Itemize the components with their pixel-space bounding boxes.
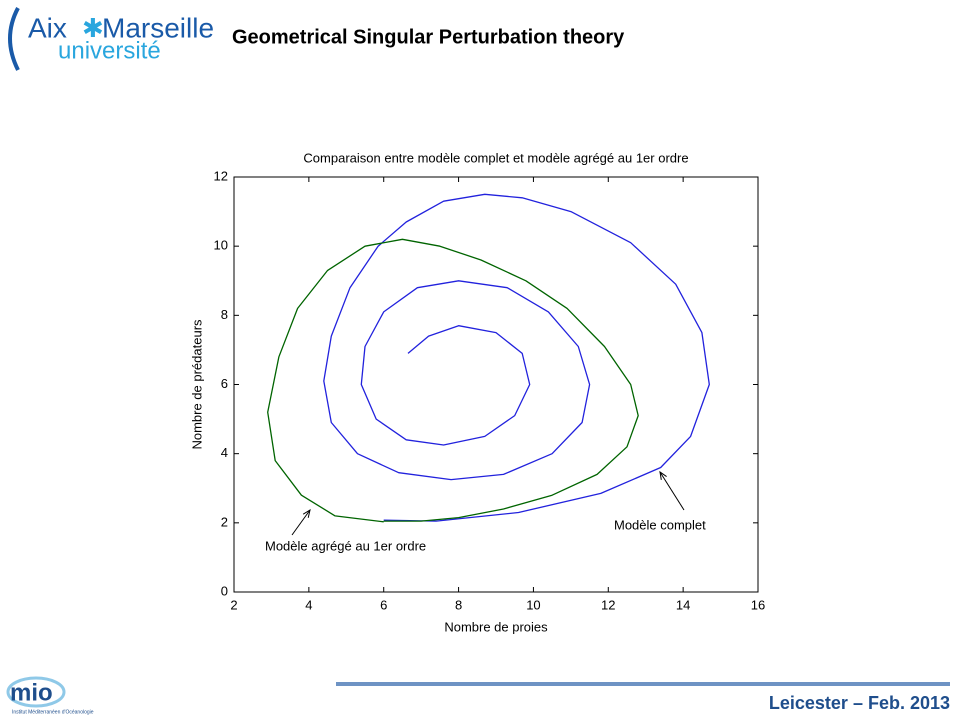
logo-aix: Aix bbox=[28, 12, 67, 43]
annotation-arrow bbox=[659, 471, 685, 511]
x-tick-label: 14 bbox=[676, 597, 690, 612]
slide-title: Geometrical Singular Perturbation theory bbox=[232, 26, 625, 48]
y-tick-label: 6 bbox=[221, 376, 228, 391]
footer-text: Leicester – Feb. 2013 bbox=[769, 693, 950, 713]
x-tick-label: 10 bbox=[526, 597, 540, 612]
series-line bbox=[323, 193, 710, 522]
logo-star: ✱ bbox=[82, 13, 104, 43]
mio-swirl bbox=[6, 676, 66, 708]
y-tick-label: 8 bbox=[221, 307, 228, 322]
x-tick-label: 4 bbox=[305, 597, 312, 612]
x-tick-label: 2 bbox=[230, 597, 237, 612]
annotation-arrow bbox=[291, 509, 311, 536]
logo-universite: université bbox=[58, 37, 161, 64]
y-tick-label: 0 bbox=[221, 583, 228, 598]
x-tick-label: 8 bbox=[455, 597, 462, 612]
annotation: Modèle agrégé au 1er ordre bbox=[265, 538, 426, 553]
x-tick-label: 12 bbox=[601, 597, 615, 612]
y-tick-label: 12 bbox=[214, 168, 228, 183]
y-axis-label: Nombre de prédateurs bbox=[189, 319, 204, 450]
arrow-head bbox=[659, 470, 667, 480]
y-tick-label: 10 bbox=[214, 238, 228, 253]
x-axis-label: Nombre de proies bbox=[444, 619, 548, 634]
plot-frame bbox=[233, 176, 759, 593]
logo-bracket bbox=[8, 7, 20, 71]
mio-logo: mio bbox=[10, 679, 53, 706]
chart-title: Comparaison entre modèle complet et modè… bbox=[303, 150, 688, 165]
mio-sub: Institut Méditerranéen d'Océanologie bbox=[12, 709, 94, 715]
x-tick-label: 6 bbox=[380, 597, 387, 612]
arrow-head bbox=[302, 508, 311, 518]
annotation: Modèle complet bbox=[614, 517, 706, 532]
x-tick-label: 16 bbox=[751, 597, 765, 612]
y-tick-label: 4 bbox=[221, 445, 228, 460]
y-tick-label: 2 bbox=[221, 514, 228, 529]
chart: Comparaison entre modèle complet et modè… bbox=[189, 150, 765, 634]
logo-marseille: Marseille bbox=[102, 12, 214, 43]
series-line bbox=[267, 238, 639, 523]
